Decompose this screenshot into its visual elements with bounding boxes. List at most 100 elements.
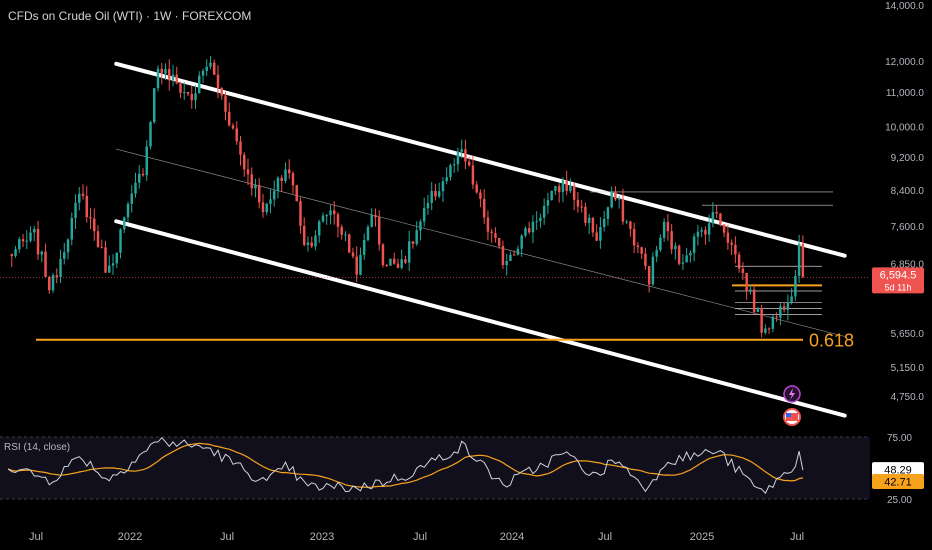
candle	[317, 221, 321, 236]
candle	[651, 256, 655, 285]
candle	[782, 306, 786, 310]
candle	[96, 231, 100, 248]
candle	[595, 232, 598, 241]
candle	[385, 265, 388, 267]
candle	[228, 111, 231, 126]
candle	[25, 240, 29, 242]
candle	[681, 262, 685, 264]
candle	[381, 244, 385, 266]
candle	[456, 151, 460, 165]
y-tick-label: 6,850.0	[891, 260, 925, 271]
y-tick-label: 4,750.0	[891, 392, 925, 403]
rsi-badge-1-bg	[872, 462, 924, 478]
candle	[276, 177, 280, 191]
candle	[145, 146, 148, 176]
candle	[18, 239, 21, 250]
candle	[749, 289, 752, 292]
candle	[295, 185, 298, 202]
candle	[239, 141, 242, 155]
candle	[707, 223, 711, 235]
candle	[340, 226, 343, 235]
candle	[745, 273, 748, 292]
candle	[677, 245, 681, 264]
candle	[546, 200, 550, 206]
rsi-badge-2: 42.71	[884, 477, 912, 489]
candle	[719, 213, 722, 225]
candle	[55, 275, 59, 278]
candle	[198, 75, 201, 94]
candle	[179, 83, 182, 93]
candle	[59, 258, 62, 278]
candle	[797, 243, 801, 276]
candle	[486, 217, 490, 232]
candle	[516, 248, 520, 255]
candle	[261, 202, 265, 213]
candle	[299, 201, 302, 226]
candle	[494, 233, 497, 239]
candle	[93, 218, 96, 232]
candle	[501, 246, 505, 266]
x-tick-label: Jul	[790, 531, 804, 543]
candle	[78, 193, 81, 203]
candle	[700, 229, 703, 232]
candle	[471, 165, 475, 185]
candle	[730, 242, 733, 245]
candle	[647, 266, 651, 285]
candle	[389, 258, 392, 266]
candle	[10, 254, 14, 257]
candle	[392, 258, 396, 264]
candle	[344, 234, 347, 236]
candle	[685, 255, 688, 263]
candle	[610, 191, 613, 208]
rsi-badge-2-bg	[872, 474, 924, 490]
candle	[779, 306, 782, 318]
candle	[269, 199, 272, 204]
candle	[479, 192, 482, 199]
candle	[640, 247, 643, 254]
x-tick-label: Jul	[413, 531, 427, 543]
candle	[302, 225, 306, 245]
x-tick-label: Jul	[220, 531, 234, 543]
candle	[48, 276, 51, 291]
fib-level-label: 0.618	[809, 331, 854, 351]
candle	[213, 62, 216, 75]
candle	[347, 234, 351, 253]
candle	[254, 184, 257, 189]
candle	[535, 221, 538, 223]
candle	[66, 239, 70, 253]
candle	[141, 173, 145, 176]
rsi-y-tick-label: 75.00	[887, 433, 912, 444]
candle	[542, 205, 546, 218]
candle	[505, 260, 508, 266]
candle	[355, 256, 358, 275]
candle	[527, 228, 531, 233]
y-tick-label: 14,000.0	[885, 1, 924, 12]
candle	[550, 190, 553, 201]
candle	[89, 217, 92, 219]
x-tick-label: Jul	[29, 531, 43, 543]
candle	[51, 275, 55, 291]
candle	[737, 254, 741, 269]
candle	[119, 229, 122, 253]
candle	[21, 239, 25, 242]
candle	[351, 252, 355, 257]
candle	[497, 238, 501, 247]
candle	[280, 177, 283, 181]
candle	[437, 191, 441, 197]
candle	[81, 193, 85, 196]
candle	[422, 208, 426, 222]
candle	[134, 182, 137, 194]
candle	[70, 218, 74, 240]
candle	[434, 190, 437, 197]
candle	[587, 217, 591, 223]
candle	[104, 247, 107, 273]
rsi-label: RSI (14, close)	[4, 442, 71, 453]
candle	[655, 250, 658, 257]
candle	[366, 226, 370, 241]
candle	[284, 169, 287, 181]
candle	[696, 231, 700, 237]
candle	[370, 215, 373, 227]
candle	[186, 92, 190, 94]
chart-title: CFDs on Crude Oil (WTI) · 1W · FOREXCOM	[8, 9, 252, 23]
candle	[464, 149, 467, 162]
